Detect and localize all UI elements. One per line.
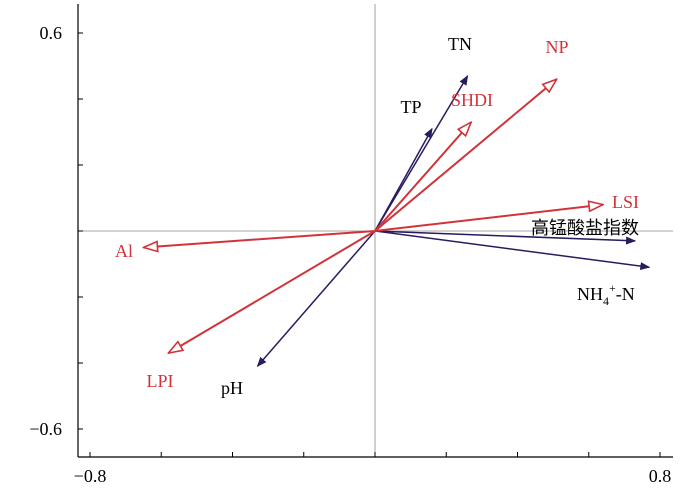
vector-label-shdi: SHDI — [451, 90, 493, 110]
vector-label-ph: pH — [221, 378, 243, 398]
vector-arrow-al — [143, 230, 376, 248]
vector-arrow-nh4-n — [374, 230, 651, 271]
y-tick-label: 0.6 — [40, 23, 63, 43]
x-tick-label: 0.8 — [649, 466, 672, 486]
vector-arrow-np — [374, 79, 557, 232]
vector-arrow-lsi — [374, 205, 603, 232]
vector-label-lpi: LPI — [147, 371, 174, 391]
vector-arrow-cod — [374, 230, 637, 245]
y-tick-label: −0.6 — [29, 419, 62, 439]
x-tick-label: −0.8 — [74, 466, 107, 486]
vector-layer — [143, 75, 651, 368]
vector-arrow-ph — [256, 230, 376, 368]
vector-label-np: NP — [545, 37, 568, 57]
vector-label-lsi: LSI — [612, 192, 639, 212]
vector-arrow-shdi — [374, 122, 471, 232]
vector-arrow-tp — [374, 127, 433, 232]
vector-label-al: Al — [115, 241, 133, 261]
vector-label-tn: TN — [448, 34, 472, 54]
vector-label-tp: TP — [400, 97, 421, 117]
vector-label-layer: TN TP 高锰酸盐指数 NH4+-N pH NP SHDI LSI Al LPI — [115, 34, 639, 398]
vector-label-cod: 高锰酸盐指数 — [531, 218, 639, 238]
vector-label-nh4-n: NH4+-N — [577, 281, 635, 308]
vector-arrow-lpi — [168, 230, 376, 353]
vector-arrow-tn — [374, 75, 469, 232]
tick-layer: −0.8 0.8 0.6 −0.6 — [29, 23, 671, 486]
